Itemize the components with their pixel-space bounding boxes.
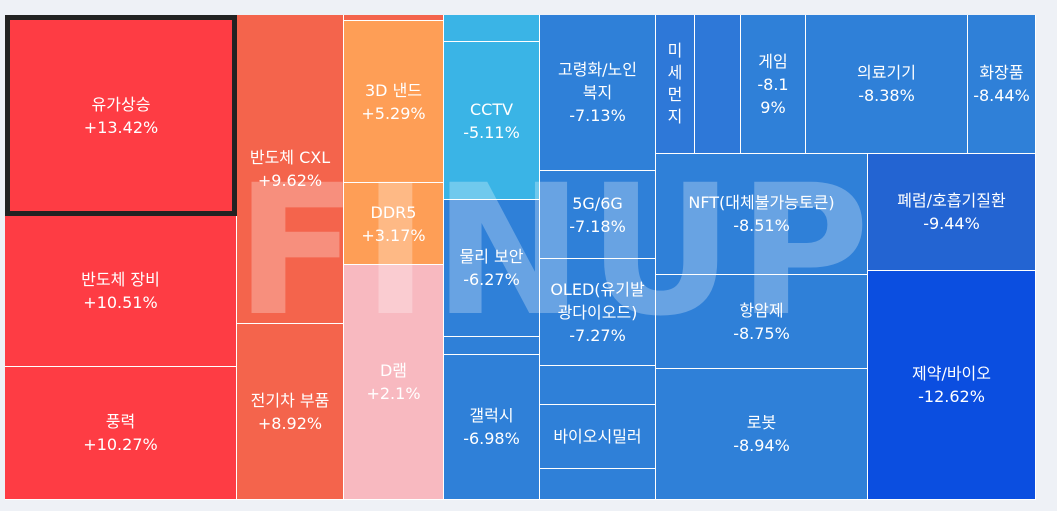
- tile-name: 바이오시밀러: [553, 427, 642, 446]
- treemap-tile[interactable]: 화장품 -8.44%: [968, 15, 1036, 154]
- tile-name: CCTV: [469, 99, 514, 119]
- treemap-tile[interactable]: [444, 337, 540, 355]
- tile-name: 미 세 먼 지: [667, 41, 683, 126]
- treemap-tile[interactable]: NFT(대체불가능토큰) -8.51%: [656, 154, 868, 275]
- tile-name: D램: [379, 361, 408, 380]
- tile-name: NFT(대체불가능토큰): [688, 193, 835, 212]
- tile-name: 3D 낸드: [364, 80, 423, 100]
- treemap-tile[interactable]: 바이오시밀러: [540, 405, 656, 469]
- treemap-tile[interactable]: D램 +2.1%: [344, 265, 444, 500]
- treemap-tile[interactable]: 폐렴/호흡기질환 -9.44%: [868, 154, 1036, 271]
- tile-value-label: +13.42%: [83, 117, 159, 137]
- tile-name: 갤럭시: [469, 406, 514, 425]
- tile-name: 5G/6G: [572, 193, 623, 213]
- tile-value-label: -9.44%: [923, 214, 980, 233]
- tile-value-label: -6.98%: [463, 429, 520, 448]
- tile-name: 로봇: [746, 413, 777, 432]
- tile-name: OLED(유기발 광다이오드): [550, 279, 645, 322]
- treemap-tile[interactable]: 게임 -8.1 9%: [741, 15, 806, 154]
- treemap-tile[interactable]: [344, 15, 444, 21]
- tile-name: DDR5: [370, 202, 417, 222]
- tile-value-label: +10.27%: [83, 435, 158, 454]
- treemap-tile[interactable]: 갤럭시 -6.98%: [444, 355, 540, 500]
- treemap-tile[interactable]: OLED(유기발 광다이오드) -7.27%: [540, 259, 656, 366]
- treemap-tile[interactable]: 풍력 +10.27%: [5, 367, 237, 500]
- tile-name: 풍력: [105, 412, 136, 431]
- tile-value-label: -8.1 9%: [757, 74, 789, 117]
- tile-name: 항암제: [739, 300, 784, 320]
- tile-value-label: -7.18%: [569, 216, 626, 236]
- tile-value-label: -7.27%: [569, 325, 626, 345]
- tile-value-label: -7.13%: [569, 106, 626, 125]
- tile-value-label: -8.51%: [733, 216, 790, 235]
- tile-name: 전기차 부품: [250, 390, 330, 410]
- treemap-tile[interactable]: [444, 15, 540, 42]
- treemap-tile[interactable]: [695, 15, 741, 154]
- tile-value-label: -8.44%: [973, 86, 1030, 105]
- tile-value-label: -6.27%: [463, 270, 520, 289]
- tile-name: 반도체 CXL: [249, 148, 331, 167]
- treemap-tile[interactable]: DDR5 +3.17%: [344, 183, 444, 265]
- treemap-tile[interactable]: 반도체 CXL +9.62%: [237, 15, 344, 324]
- tile-name: 반도체 장비: [81, 270, 160, 289]
- tile-name: 폐렴/호흡기질환: [897, 191, 1006, 210]
- tile-name: 제약/바이오: [912, 364, 991, 383]
- treemap-tile[interactable]: [540, 469, 656, 500]
- tile-value-label: -8.38%: [858, 86, 915, 105]
- tile-value-label: -12.62%: [918, 387, 985, 406]
- tile-value-label: -8.75%: [733, 323, 790, 343]
- tile-name: 의료기기: [857, 63, 916, 82]
- treemap-tile[interactable]: [540, 366, 656, 405]
- treemap-tile[interactable]: 항암제 -8.75%: [656, 275, 868, 369]
- tile-name: 게임: [758, 51, 788, 71]
- tile-name: 고령화/노인 복지: [558, 60, 637, 102]
- tile-value-label: +8.92%: [257, 413, 323, 433]
- treemap-tile[interactable]: 유가상승 +13.42%: [5, 15, 237, 216]
- treemap-tile[interactable]: 제약/바이오 -12.62%: [868, 271, 1036, 500]
- treemap-tile[interactable]: 고령화/노인 복지 -7.13%: [540, 15, 656, 171]
- tile-value-label: +3.17%: [361, 225, 426, 245]
- treemap-tile[interactable]: 5G/6G -7.18%: [540, 171, 656, 259]
- treemap-tile[interactable]: 미 세 먼 지: [656, 15, 695, 154]
- tile-name: 유가상승: [91, 94, 151, 114]
- treemap-tile[interactable]: 전기차 부품 +8.92%: [237, 324, 344, 500]
- tile-value-label: -5.11%: [463, 122, 520, 142]
- treemap-tile[interactable]: 3D 낸드 +5.29%: [344, 21, 444, 183]
- tile-value-label: +10.51%: [83, 293, 158, 312]
- tile-name: 화장품: [979, 63, 1024, 82]
- treemap-tile[interactable]: CCTV -5.11%: [444, 42, 540, 200]
- treemap-tile[interactable]: 물리 보안 -6.27%: [444, 200, 540, 337]
- tile-value-label: -8.94%: [733, 436, 790, 455]
- treemap-tile[interactable]: 로봇 -8.94%: [656, 369, 868, 500]
- treemap-tile[interactable]: 의료기기 -8.38%: [806, 15, 968, 154]
- tile-value-label: +2.1%: [366, 384, 421, 403]
- tile-value-label: +9.62%: [257, 171, 323, 190]
- treemap-tile[interactable]: 반도체 장비 +10.51%: [5, 216, 237, 367]
- tile-value-label: +5.29%: [361, 103, 426, 123]
- tile-name: 물리 보안: [459, 247, 524, 266]
